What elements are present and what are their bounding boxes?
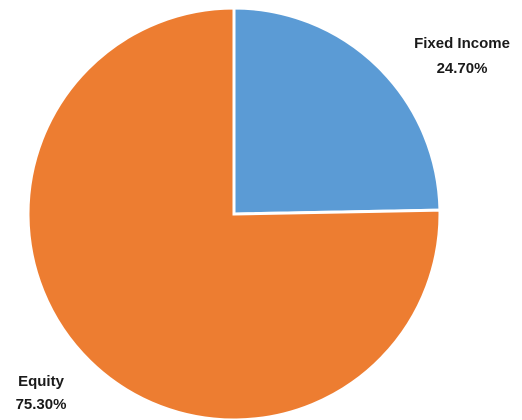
slice-label-fixed-income-name: Fixed Income: [414, 35, 510, 52]
pie-slice-equity: [26, 6, 442, 420]
slice-label-fixed-income-value: 24.70%: [437, 60, 488, 77]
pie-slices: [26, 6, 442, 420]
slice-label-equity-value: 75.30%: [16, 396, 67, 413]
slice-label-equity-name: Equity: [18, 373, 64, 390]
pie-slice-fixed-income: [232, 6, 442, 216]
